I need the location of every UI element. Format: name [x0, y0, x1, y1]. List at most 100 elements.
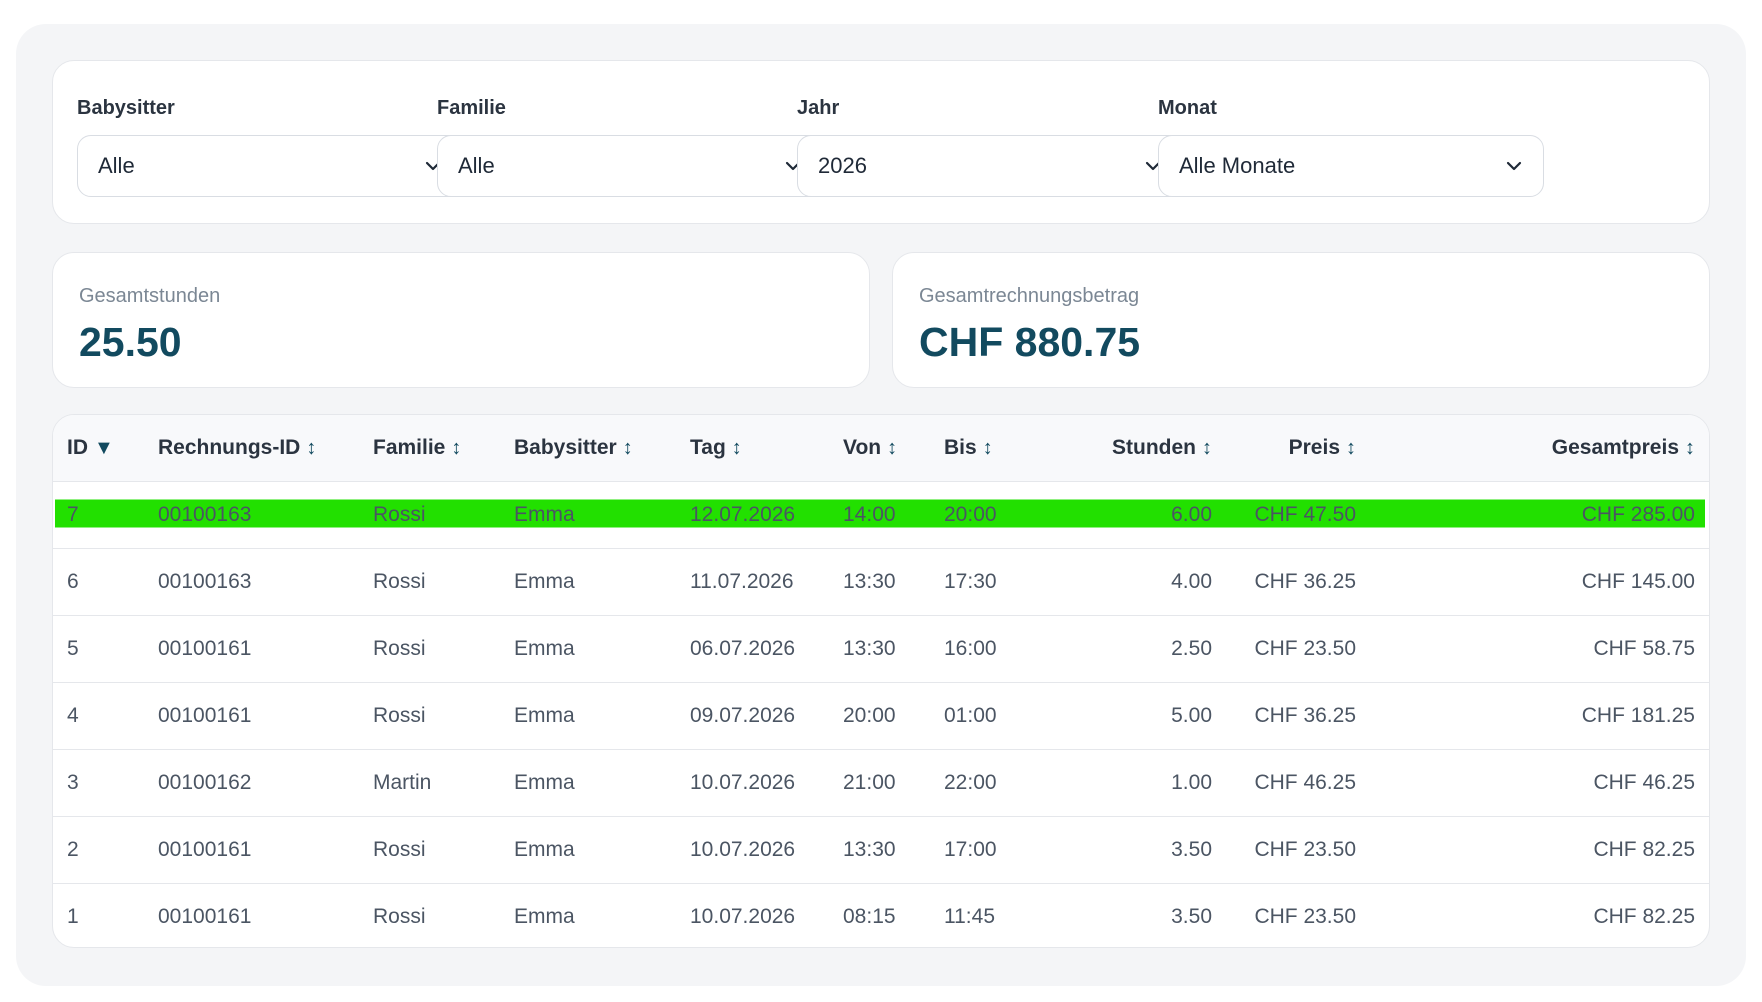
column-header-gesamtpreis[interactable]: Gesamtpreis ↕	[1372, 415, 1709, 482]
cell-tag: 06.07.2026	[676, 615, 829, 683]
cell-id: 7	[53, 481, 144, 549]
table-row[interactable]: 6 00100163 Rossi Emma 11.07.2026 13:30 17:30 4.…	[53, 548, 1709, 616]
table-row[interactable]: 2 00100161 Rossi Emma 10.07.2026 13:30 17:00 3.…	[53, 816, 1709, 884]
cell-gesamtpreis: CHF 181.25	[1372, 682, 1709, 750]
cell-rechnungs-id: 00100163	[144, 548, 359, 616]
column-header-label: Gesamtpreis	[1551, 436, 1679, 459]
table-row-highlighted[interactable]: 7 00100163 Rossi Emma 12.07.2026 14:00 20:00 6.…	[53, 481, 1709, 549]
familie-select[interactable]: Alle	[437, 135, 823, 197]
cell-gesamtpreis: CHF 46.25	[1372, 749, 1709, 817]
cell-familie: Rossi	[359, 481, 500, 549]
jahr-select[interactable]: 2026	[797, 135, 1183, 197]
cell-familie: Rossi	[359, 548, 500, 616]
cell-tag: 09.07.2026	[676, 682, 829, 750]
familie-select-value: Alle	[458, 153, 495, 178]
sort-icon[interactable]: ↕	[1346, 437, 1356, 459]
column-header-preis[interactable]: Preis ↕	[1228, 415, 1372, 482]
column-header-von[interactable]: Von ↕	[829, 415, 930, 482]
chevron-down-icon	[1145, 161, 1161, 171]
familie-filter: Familie Alle	[437, 95, 823, 197]
column-header-label: Familie	[373, 436, 446, 459]
cell-babysitter: Emma	[500, 615, 676, 683]
cell-babysitter: Emma	[500, 548, 676, 616]
babysitter-filter-label: Babysitter	[77, 97, 175, 119]
sort-icon[interactable]: ↕	[887, 437, 898, 459]
column-header-familie[interactable]: Familie ↕	[359, 415, 500, 482]
cell-babysitter: Emma	[500, 816, 676, 884]
cell-von: 13:30	[829, 548, 930, 616]
table-row[interactable]: 4 00100161 Rossi Emma 09.07.2026 20:00 01:00 5.…	[53, 682, 1709, 750]
cell-preis: CHF 47.50	[1228, 481, 1372, 549]
table-header-row: ID ▼ Rechnungs-ID ↕ Familie ↕ Babysitter ↕ Tag ↕ V…	[53, 415, 1709, 482]
cell-familie: Martin	[359, 749, 500, 817]
cell-tag: 12.07.2026	[676, 481, 829, 549]
invoice-table: ID ▼ Rechnungs-ID ↕ Familie ↕ Babysitter ↕ Tag ↕ V…	[53, 415, 1709, 948]
cell-babysitter: Emma	[500, 682, 676, 750]
cell-preis: CHF 23.50	[1254, 905, 1356, 928]
total-hours-value: 25.50	[79, 319, 182, 365]
column-header-bis[interactable]: Bis ↕	[930, 415, 1028, 482]
familie-filter-label: Familie	[437, 97, 506, 119]
cell-gesamtpreis: CHF 145.00	[1372, 548, 1709, 616]
cell-von: 21:00	[829, 749, 930, 817]
filter-panel: Babysitter Alle Familie Alle Jahr 2026 M…	[52, 60, 1710, 224]
cell-stunden: 3.50	[1028, 816, 1228, 884]
babysitter-select[interactable]: Alle	[77, 135, 463, 197]
monat-select-value: Alle Monate	[1179, 153, 1296, 178]
total-hours-label: Gesamtstunden	[79, 285, 221, 307]
sort-icon[interactable]: ↕	[731, 437, 742, 459]
column-header-label: Babysitter	[514, 436, 617, 459]
cell-stunden: 3.50	[1171, 905, 1212, 928]
cell-id: 2	[53, 816, 144, 884]
cell-id: 5	[53, 615, 144, 683]
cell-id: 6	[53, 548, 144, 616]
cell-bis: 20:00	[930, 481, 1028, 549]
column-header-label: Stunden	[1112, 436, 1196, 459]
monat-filter-label: Monat	[1158, 97, 1217, 119]
page-container: Babysitter Alle Familie Alle Jahr 2026 M…	[16, 24, 1746, 986]
table-row[interactable]: 5 00100161 Rossi Emma 06.07.2026 13:30 16:00 2.…	[53, 615, 1709, 683]
table-body: 7 00100163 Rossi Emma 12.07.2026 14:00 20:00 6.…	[53, 481, 1709, 948]
column-header-babysitter[interactable]: Babysitter ↕	[500, 415, 676, 482]
cell-babysitter: Emma	[500, 749, 676, 817]
cell-rechnungs-id: 00100163	[144, 481, 359, 549]
monat-select[interactable]: Alle Monate	[1158, 135, 1544, 197]
cell-rechnungs-id: 00100161	[144, 816, 359, 884]
sort-descending-icon[interactable]: ▼	[94, 437, 114, 459]
column-header-id[interactable]: ID ▼	[53, 415, 144, 482]
cell-bis: 17:00	[930, 816, 1028, 884]
cell-von: 13:30	[829, 816, 930, 884]
cell-preis: CHF 36.25	[1228, 682, 1372, 750]
cell-babysitter: Emma	[514, 905, 575, 928]
cell-stunden: 2.50	[1028, 615, 1228, 683]
total-amount-value: CHF 880.75	[919, 319, 1141, 365]
cell-bis: 17:30	[930, 548, 1028, 616]
column-header-tag[interactable]: Tag ↕	[676, 415, 829, 482]
column-header-stunden[interactable]: Stunden ↕	[1028, 415, 1228, 482]
cell-familie: Rossi	[359, 816, 500, 884]
jahr-select-value: 2026	[818, 153, 867, 178]
column-header-label: Rechnungs-ID	[158, 436, 301, 459]
cell-gesamtpreis: CHF 82.25	[1372, 816, 1709, 884]
table-row[interactable]: 3 00100162 Martin Emma 10.07.2026 21:00 22:00 1…	[53, 749, 1709, 817]
cell-preis: CHF 23.50	[1228, 615, 1372, 683]
sort-icon[interactable]: ↕	[1202, 437, 1212, 459]
cell-id: 1	[67, 905, 79, 928]
cell-preis: CHF 23.50	[1228, 816, 1372, 884]
sort-icon[interactable]: ↕	[306, 437, 317, 459]
column-header-label: ID	[67, 436, 88, 459]
sort-icon[interactable]: ↕	[622, 437, 633, 459]
cell-von: 14:00	[829, 481, 930, 549]
cell-rechnungs-id: 00100162	[144, 749, 359, 817]
sort-icon[interactable]: ↕	[451, 437, 462, 459]
sort-icon[interactable]: ↕	[982, 437, 993, 459]
cell-von: 20:00	[829, 682, 930, 750]
monat-filter: Monat Alle Monate	[1158, 95, 1544, 197]
cell-preis: CHF 46.25	[1228, 749, 1372, 817]
sort-icon[interactable]: ↕	[1685, 437, 1695, 459]
column-header-label: Von	[843, 436, 882, 459]
total-hours-card: Gesamtstunden 25.50	[52, 252, 870, 388]
column-header-rechnungs-id[interactable]: Rechnungs-ID ↕	[144, 415, 359, 482]
cell-rechnungs-id: 00100161	[144, 615, 359, 683]
table-row[interactable]: 1 00100161 Rossi Emma 10.07.2026 08:15 11:45 3.…	[53, 884, 1709, 948]
